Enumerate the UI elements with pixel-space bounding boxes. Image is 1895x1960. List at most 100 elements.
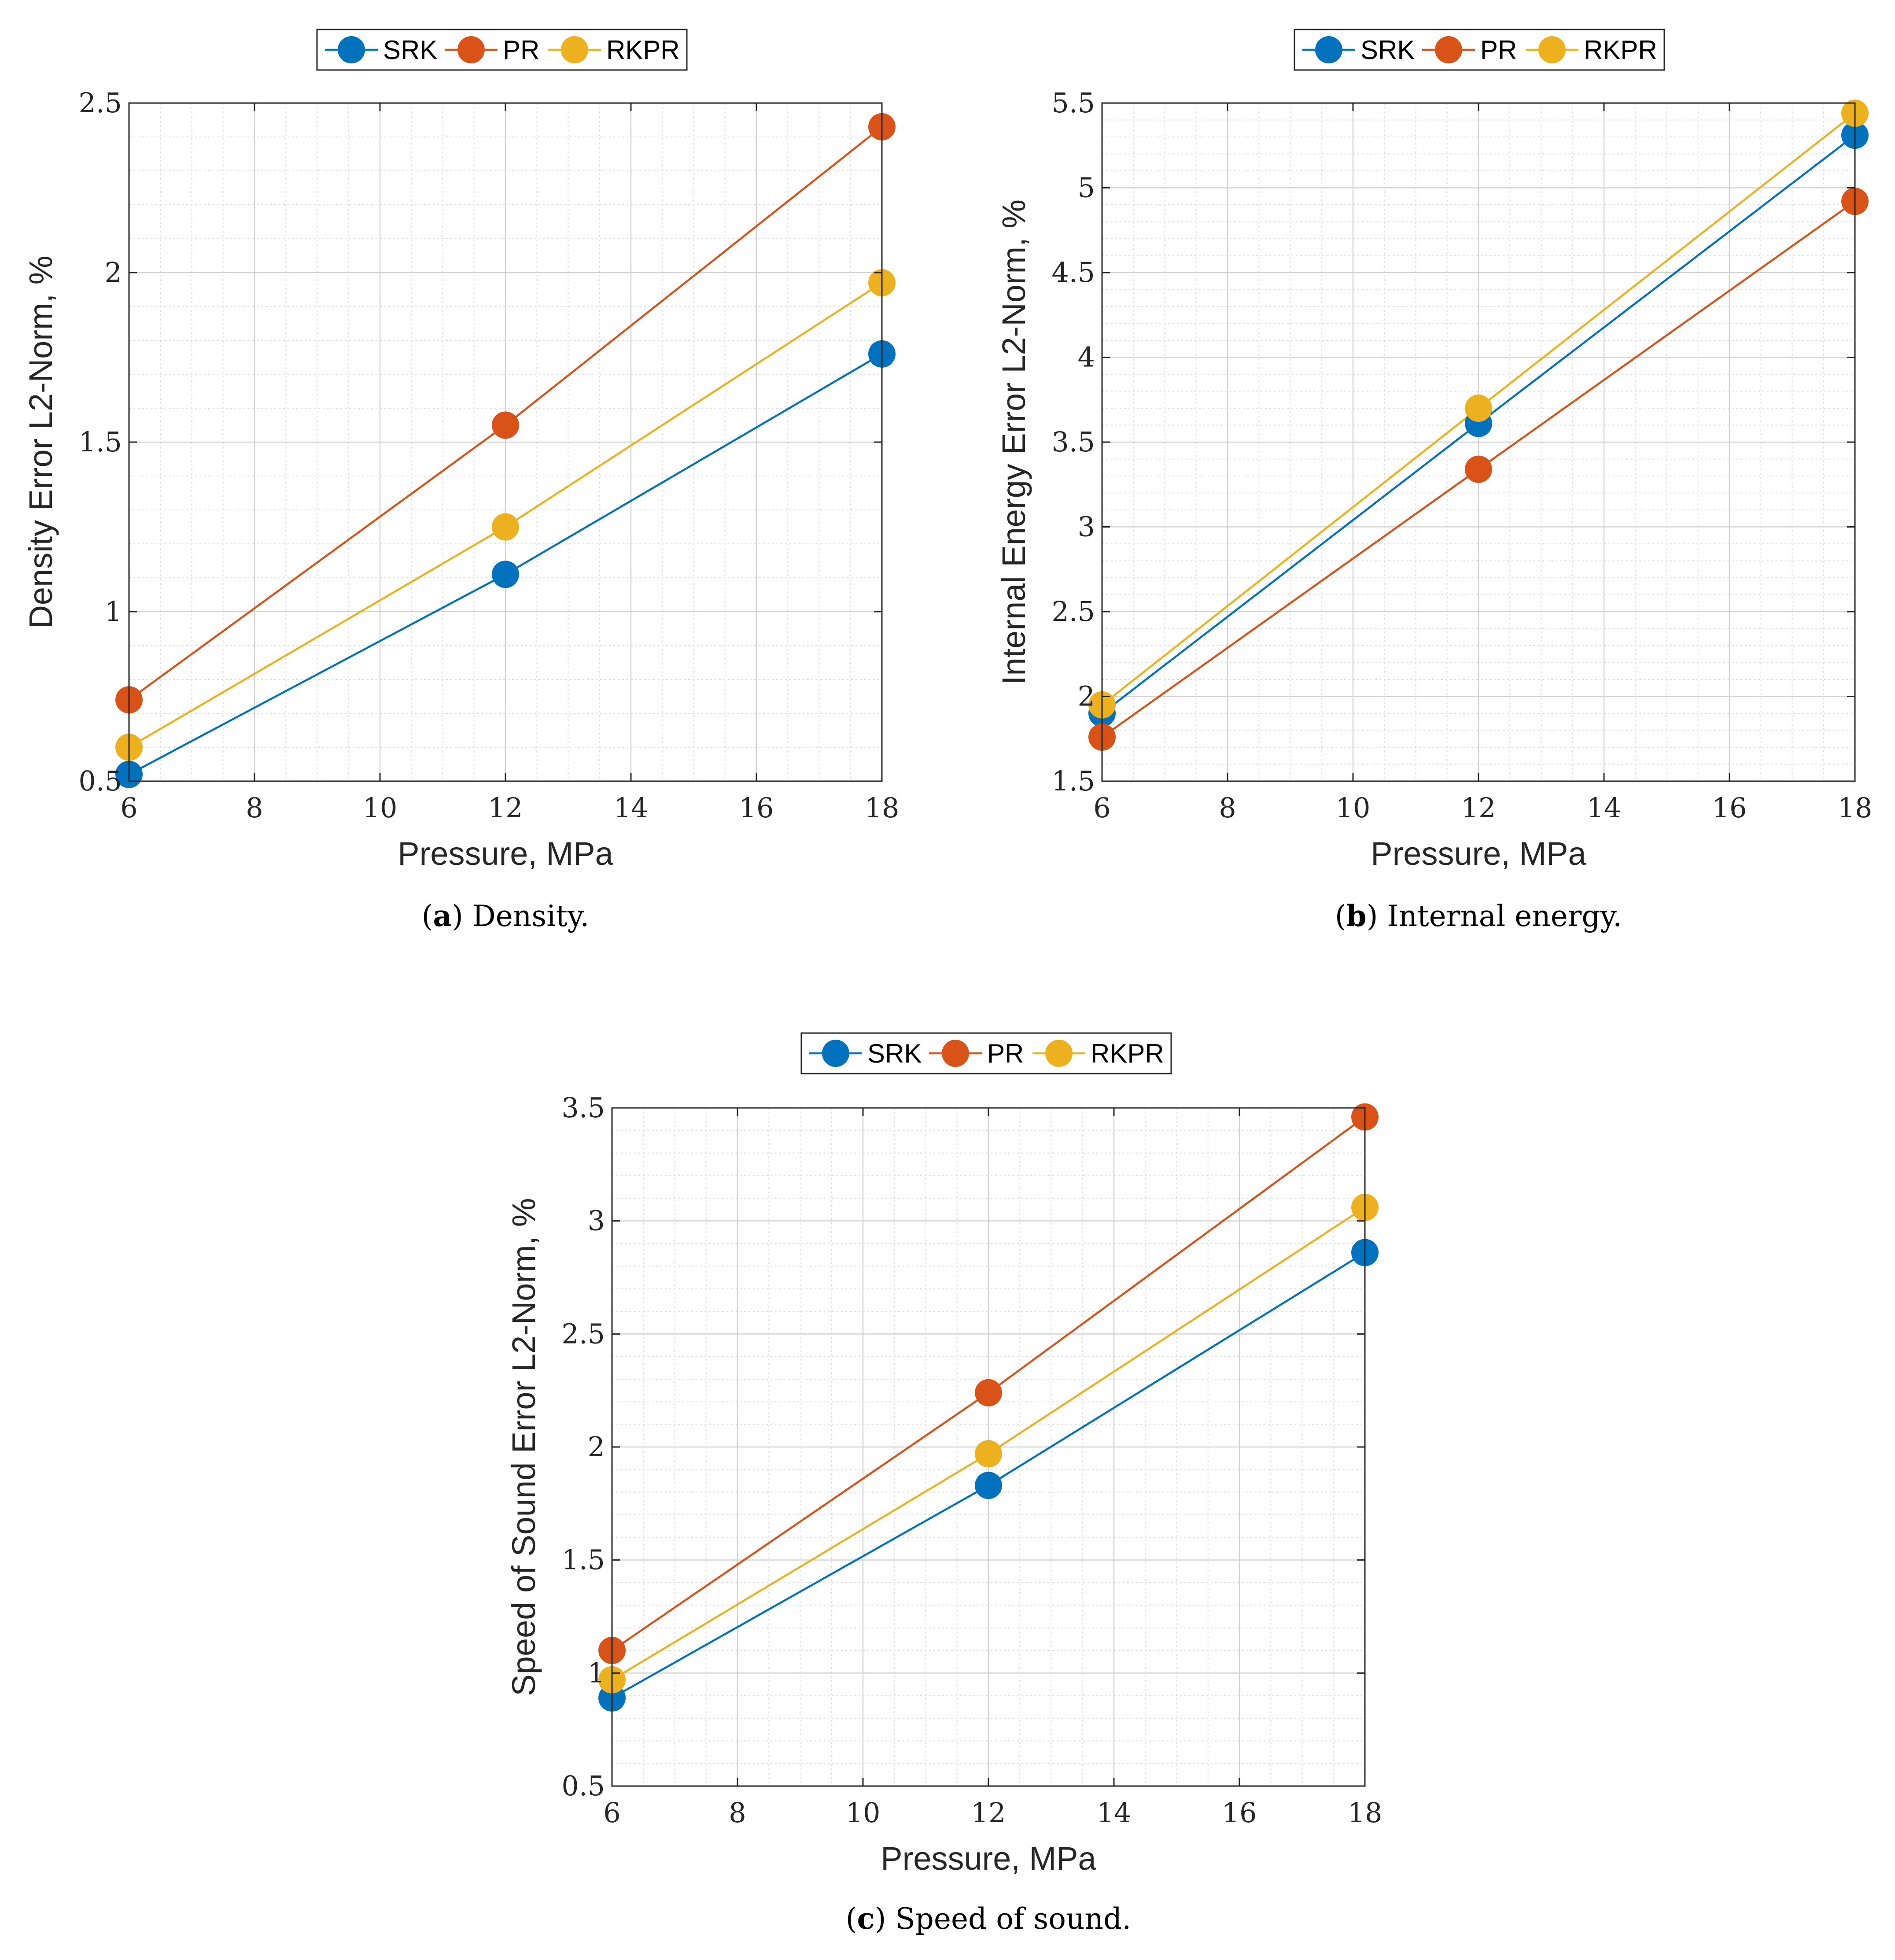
chart-a: 6 8 10 12 14 16 18 0.5 1 1.5 2 2.5 Pressure, MPa Dens… <box>22 29 900 933</box>
x-axis-label: Pressure, MPa <box>881 1840 1096 1877</box>
data-point-rkpr <box>975 1440 1002 1468</box>
legend-marker-srk <box>822 1040 849 1067</box>
legend: SRK PR RKPR <box>800 1032 1172 1074</box>
caption-paren-open: ( <box>422 899 433 933</box>
y-axis-label: Speed of Sound Error L2-Norm, % <box>505 1198 542 1696</box>
x-tick-label: 12 <box>971 1797 1006 1829</box>
legend-label-srk: SRK <box>867 1039 922 1068</box>
caption-text: Density. <box>472 899 589 933</box>
y-tick-label: 2 <box>1078 680 1095 712</box>
legend-label-pr: PR <box>987 1039 1024 1068</box>
x-tick-label: 16 <box>1712 792 1747 824</box>
x-tick-label: 10 <box>1336 792 1371 824</box>
y-tick-label: 4 <box>1078 341 1095 373</box>
caption-text: Internal energy. <box>1387 899 1622 933</box>
y-tick-label: 1.5 <box>561 1544 605 1576</box>
x-tick-label: 6 <box>1093 792 1110 824</box>
legend-box <box>316 29 688 71</box>
legend-label-pr: PR <box>1480 35 1517 65</box>
legend-label-srk: SRK <box>1360 35 1415 65</box>
x-axis-label: Pressure, MPa <box>1371 835 1586 872</box>
x-tick-label: 16 <box>1222 1797 1257 1829</box>
tick-marks <box>611 1107 1366 1787</box>
legend-marker-rkpr <box>1045 1040 1073 1067</box>
x-tick-label: 18 <box>865 792 900 824</box>
x-tick-label: 12 <box>1461 792 1496 824</box>
x-tick-label: 14 <box>614 792 649 824</box>
data-point-pr <box>1465 455 1492 483</box>
x-tick-label: 10 <box>846 1797 881 1829</box>
x-tick-label: 10 <box>363 792 398 824</box>
data-point-rkpr <box>492 513 519 541</box>
x-tick-label: 12 <box>488 792 523 824</box>
x-tick-label: 8 <box>1219 792 1236 824</box>
y-tick-label: 1 <box>105 595 122 627</box>
data-point-pr <box>975 1379 1002 1406</box>
x-tick-label: 18 <box>1348 1797 1383 1829</box>
chart-b: 6 8 10 12 14 16 18 1.5 2 2.5 3 3.5 4 4.5 5 5.5 Pressure,… <box>995 29 1873 933</box>
legend-label-pr: PR <box>503 35 539 65</box>
y-tick-label: 0.5 <box>561 1770 605 1802</box>
legend: SRK PR RKPR <box>1294 29 1665 71</box>
legend-marker-pr <box>457 36 485 63</box>
y-tick-label: 0.5 <box>78 765 122 797</box>
caption: (b) Internal energy. <box>1335 899 1622 933</box>
y-tick-label: 3.5 <box>561 1092 605 1124</box>
x-tick-label: 18 <box>1838 792 1873 824</box>
y-tick-label: 3 <box>1078 511 1095 543</box>
caption-paren-open: ( <box>846 1902 857 1936</box>
y-tick-label: 2.5 <box>1051 595 1095 627</box>
caption: (a) Density. <box>422 899 590 933</box>
data-point-srk <box>492 561 519 588</box>
legend-label-rkpr: RKPR <box>1091 1039 1164 1068</box>
data-point-pr <box>492 411 519 439</box>
x-tick-label: 6 <box>120 792 137 824</box>
y-tick-label: 5 <box>1078 172 1095 204</box>
y-tick-label: 2 <box>588 1431 605 1463</box>
x-tick-label: 8 <box>729 1797 746 1829</box>
x-axis-label: Pressure, MPa <box>398 835 613 872</box>
legend-box <box>800 1032 1172 1074</box>
y-tick-label: 1 <box>588 1657 605 1689</box>
x-tick-label: 6 <box>603 1797 620 1829</box>
chart-c: 6 8 10 12 14 16 18 0.5 1 1.5 2 2.5 3 3.5 Pressure, MPa… <box>505 1032 1383 1936</box>
caption-text: Speed of sound. <box>895 1902 1131 1936</box>
legend-label-rkpr: RKPR <box>606 35 680 65</box>
legend-marker-rkpr <box>1538 36 1566 63</box>
y-tick-label: 1.5 <box>1051 765 1095 797</box>
caption-letter: c <box>857 1901 875 1936</box>
y-tick-label: 2.5 <box>561 1318 605 1350</box>
legend-label-srk: SRK <box>383 35 437 65</box>
data-point-rkpr <box>1465 395 1492 422</box>
y-tick-label: 2 <box>105 256 122 288</box>
legend-box <box>1294 29 1665 71</box>
x-tick-label: 14 <box>1097 1797 1132 1829</box>
caption-paren-open: ( <box>1335 899 1346 933</box>
caption: (c) Speed of sound. <box>846 1901 1131 1936</box>
y-tick-label: 3.5 <box>1051 426 1095 458</box>
x-tick-label: 14 <box>1587 792 1622 824</box>
y-tick-label: 1.5 <box>78 426 122 458</box>
caption-paren-close: ) <box>452 899 472 933</box>
x-tick-label: 8 <box>246 792 263 824</box>
caption-letter: b <box>1346 899 1367 933</box>
legend-marker-srk <box>338 36 365 63</box>
legend-marker-rkpr <box>561 36 588 63</box>
legend-marker-pr <box>1435 36 1462 63</box>
tick-marks <box>128 102 883 782</box>
x-tick-label: 16 <box>739 792 774 824</box>
y-tick-label: 3 <box>588 1205 605 1237</box>
legend: SRK PR RKPR <box>316 29 688 71</box>
tick-marks <box>1101 102 1856 782</box>
data-point-srk <box>975 1472 1002 1499</box>
y-axis-label: Internal Energy Error L2-Norm, % <box>995 199 1032 685</box>
y-tick-label: 4.5 <box>1051 256 1095 288</box>
caption-letter: a <box>433 899 452 933</box>
y-tick-label: 2.5 <box>78 87 122 119</box>
caption-paren-close: ) <box>1367 899 1387 933</box>
legend-label-rkpr: RKPR <box>1584 35 1657 65</box>
caption-paren-close: ) <box>875 1902 896 1936</box>
legend-marker-pr <box>942 1040 969 1067</box>
legend-marker-srk <box>1315 36 1342 63</box>
